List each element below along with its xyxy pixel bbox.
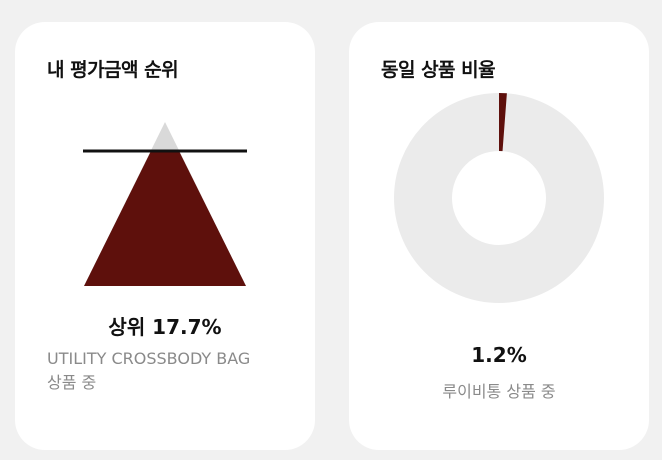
rank-card-title: 내 평가금액 순위 bbox=[47, 59, 179, 81]
ratio-percent-value: 1.2% bbox=[471, 343, 527, 367]
donut-ratio-arc bbox=[394, 93, 604, 303]
product-name: UTILITY CROSSBODY BAG bbox=[47, 349, 251, 368]
rank-percent-value: 상위 17.7% bbox=[108, 315, 222, 339]
pyramid-rank-fill bbox=[84, 151, 246, 286]
ratio-caption: 루이비통 상품 중 bbox=[442, 382, 556, 401]
rank-card: 내 평가금액 순위 상위 17.7% UTILITY CROSSBODY BAG… bbox=[15, 22, 315, 450]
ratio-donut-chart bbox=[394, 93, 604, 303]
ratio-card-title: 동일 상품 비율 bbox=[381, 59, 496, 81]
rank-pyramid-graphic bbox=[83, 122, 247, 286]
product-suffix: 상품 중 bbox=[47, 373, 97, 392]
ratio-card: 동일 상품 비율 1.2% 루이비통 상품 중 bbox=[349, 22, 649, 450]
product-description: UTILITY CROSSBODY BAG 상품 중 bbox=[47, 347, 307, 395]
